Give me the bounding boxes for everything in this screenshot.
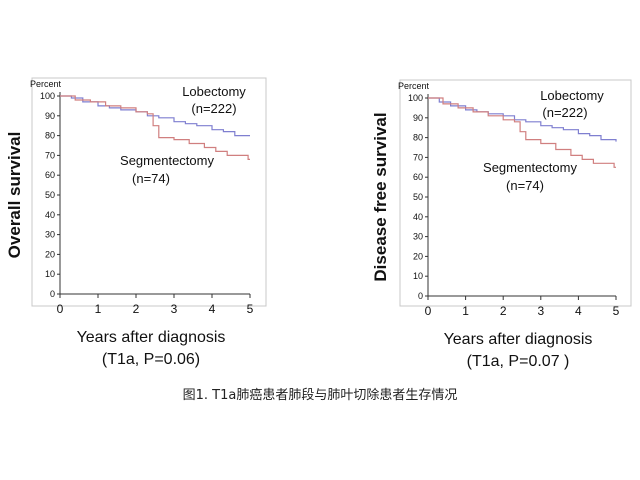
lobectomy-label: Lobectomy	[540, 88, 604, 103]
y-unit-label: Percent	[398, 81, 430, 91]
y-tick-label: 70	[413, 152, 423, 162]
x-tick-label: 5	[613, 304, 620, 318]
y-tick-label: 50	[45, 190, 55, 200]
y-unit-label: Percent	[30, 79, 62, 89]
plot-frame	[31, 77, 267, 307]
x-tick-label: 3	[537, 304, 544, 318]
segmentectomy-n-label: (n=74)	[132, 171, 170, 186]
disease-free-survival-panel: 0 10 20 30 40 50 60 70 80 90 100 0 1 2 3 4 5 Percent Disea…	[371, 79, 632, 370]
y-axis-title: Overall survival	[5, 132, 24, 259]
y-tick-label: 70	[45, 150, 55, 160]
x-tick-label: 5	[247, 302, 254, 316]
x-axis-title: Years after diagnosis	[444, 331, 593, 348]
overall-survival-panel: 0 10 20 30 40 50 60 70 80 90 100 0 1 2 3 4 5 Percent Overa…	[5, 77, 267, 368]
chart-subtitle: (T1a, P=0.06)	[102, 351, 200, 368]
y-axis-title: Disease free survival	[371, 112, 390, 281]
x-tick-label: 2	[500, 304, 507, 318]
x-tick-label: 3	[171, 302, 178, 316]
x-tick-label: 1	[95, 302, 102, 316]
y-tick-label: 80	[413, 133, 423, 143]
y-tick-label: 40	[413, 212, 423, 222]
segmentectomy-survival-curve	[428, 97, 616, 168]
lobectomy-survival-curve	[428, 97, 617, 142]
segmentectomy-label: Segmentectomy	[483, 160, 577, 175]
x-tick-label: 2	[133, 302, 140, 316]
y-tick-label: 80	[45, 131, 55, 141]
y-tick-label: 100	[40, 91, 55, 101]
x-tick-label: 0	[425, 304, 432, 318]
y-tick-label: 0	[418, 291, 423, 301]
segmentectomy-survival-curve	[60, 95, 250, 160]
y-tick-label: 90	[413, 113, 423, 123]
y-tick-label: 30	[413, 232, 423, 242]
segmentectomy-n-label: (n=74)	[506, 178, 544, 193]
lobectomy-n-label: (n=222)	[191, 101, 236, 116]
y-tick-label: 30	[45, 230, 55, 240]
segmentectomy-label: Segmentectomy	[120, 153, 214, 168]
y-tick-label: 50	[413, 192, 423, 202]
y-tick-label: 10	[45, 269, 55, 279]
x-tick-label: 4	[209, 302, 216, 316]
chart-subtitle: (T1a, P=0.07 )	[467, 353, 570, 370]
x-tick-label: 0	[57, 302, 64, 316]
y-tick-label: 10	[413, 271, 423, 281]
y-tick-label: 0	[50, 289, 55, 299]
lobectomy-n-label: (n=222)	[542, 105, 587, 120]
x-tick-label: 4	[575, 304, 582, 318]
x-axis-title: Years after diagnosis	[77, 329, 226, 346]
y-tick-label: 20	[45, 249, 55, 259]
y-tick-label: 60	[413, 172, 423, 182]
y-tick-label: 90	[45, 111, 55, 121]
figure-caption: 图1. T1a肺癌患者肺段与肺叶切除患者生存情况	[182, 388, 458, 403]
y-tick-label: 40	[45, 210, 55, 220]
plot-frame	[399, 79, 632, 307]
x-tick-label: 1	[462, 304, 469, 318]
y-tick-label: 20	[413, 251, 423, 261]
y-tick-label: 100	[408, 93, 423, 103]
y-tick-label: 60	[45, 170, 55, 180]
lobectomy-label: Lobectomy	[182, 84, 246, 99]
